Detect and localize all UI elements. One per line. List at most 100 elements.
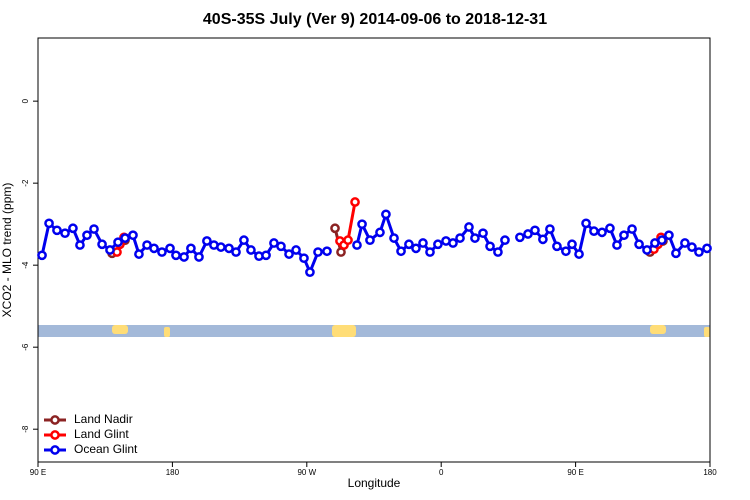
legend-marker xyxy=(50,445,60,455)
legend-label: Land Nadir xyxy=(74,412,133,426)
point xyxy=(37,250,47,261)
point xyxy=(202,236,212,246)
point xyxy=(343,235,353,246)
point xyxy=(389,233,399,243)
point xyxy=(619,230,629,241)
point xyxy=(239,235,249,246)
y-axis-label: XCO2 - MLO trend (ppm) xyxy=(0,183,14,318)
x-tick-label: 180 xyxy=(166,468,180,477)
x-tick-label: 90 E xyxy=(30,468,46,477)
point xyxy=(113,237,123,248)
point xyxy=(433,239,443,250)
point xyxy=(589,226,599,236)
x-tick-label: 90 W xyxy=(297,468,316,477)
point xyxy=(381,209,391,220)
point xyxy=(538,234,548,245)
point xyxy=(694,247,704,257)
point xyxy=(627,224,637,234)
point xyxy=(634,239,644,250)
legend-label: Land Glint xyxy=(74,427,129,441)
point xyxy=(478,228,488,239)
point xyxy=(671,248,681,259)
point xyxy=(552,241,562,252)
point xyxy=(411,243,421,254)
point xyxy=(448,238,458,248)
point xyxy=(664,230,674,241)
point xyxy=(165,243,175,254)
y-tick-label: -8 xyxy=(21,425,30,433)
x-tick-label: 0 xyxy=(439,468,444,477)
point xyxy=(149,243,159,254)
point xyxy=(216,242,226,252)
point xyxy=(291,245,301,255)
point xyxy=(44,218,54,229)
point xyxy=(224,243,234,254)
map-strip xyxy=(38,325,710,337)
point xyxy=(52,225,62,236)
point xyxy=(396,246,406,257)
point xyxy=(597,227,607,238)
point xyxy=(313,247,323,257)
point xyxy=(97,239,107,250)
point xyxy=(375,227,385,238)
point xyxy=(231,247,241,257)
point xyxy=(134,249,144,259)
point xyxy=(305,267,315,277)
point xyxy=(455,233,465,243)
point xyxy=(352,240,362,250)
y-tick-label: -2 xyxy=(21,179,30,187)
x-tick-label: 180 xyxy=(703,468,717,477)
point xyxy=(60,228,70,239)
point xyxy=(82,230,92,241)
point xyxy=(642,245,652,255)
point xyxy=(68,223,78,234)
point xyxy=(418,238,428,248)
point xyxy=(657,235,667,246)
point xyxy=(702,243,712,254)
point xyxy=(120,233,130,243)
point xyxy=(105,245,115,255)
point xyxy=(425,247,435,257)
point xyxy=(365,235,375,246)
point xyxy=(322,246,332,257)
point xyxy=(246,245,256,255)
point xyxy=(581,218,591,229)
point xyxy=(687,242,697,252)
legend-marker xyxy=(50,430,60,440)
point xyxy=(75,240,85,250)
legend-label: Ocean Glint xyxy=(74,442,138,456)
point xyxy=(157,247,167,257)
point xyxy=(330,223,340,234)
x-tick-label: 90 E xyxy=(567,468,583,477)
point xyxy=(284,249,294,259)
point xyxy=(545,224,555,234)
point xyxy=(485,241,495,252)
point xyxy=(464,222,474,232)
point xyxy=(186,243,196,254)
point xyxy=(470,233,480,243)
legend-marker xyxy=(50,415,60,425)
point xyxy=(500,235,510,246)
point xyxy=(530,225,540,236)
point xyxy=(89,224,99,234)
point xyxy=(574,249,584,259)
point xyxy=(561,246,571,257)
point xyxy=(404,239,414,250)
point xyxy=(680,238,690,248)
point xyxy=(350,197,360,207)
point xyxy=(357,219,367,230)
point xyxy=(523,229,533,239)
point xyxy=(567,239,577,250)
point xyxy=(179,252,189,262)
point xyxy=(515,232,525,243)
point xyxy=(493,247,503,257)
point xyxy=(276,241,286,252)
point xyxy=(605,223,615,234)
x-axis-label: Longitude xyxy=(348,476,401,490)
point xyxy=(128,230,138,241)
y-tick-label: -4 xyxy=(21,261,30,269)
chart-title: 40S-35S July (Ver 9) 2014-09-06 to 2018-… xyxy=(203,11,547,28)
point xyxy=(261,250,271,261)
point xyxy=(299,253,309,264)
point xyxy=(171,250,181,261)
